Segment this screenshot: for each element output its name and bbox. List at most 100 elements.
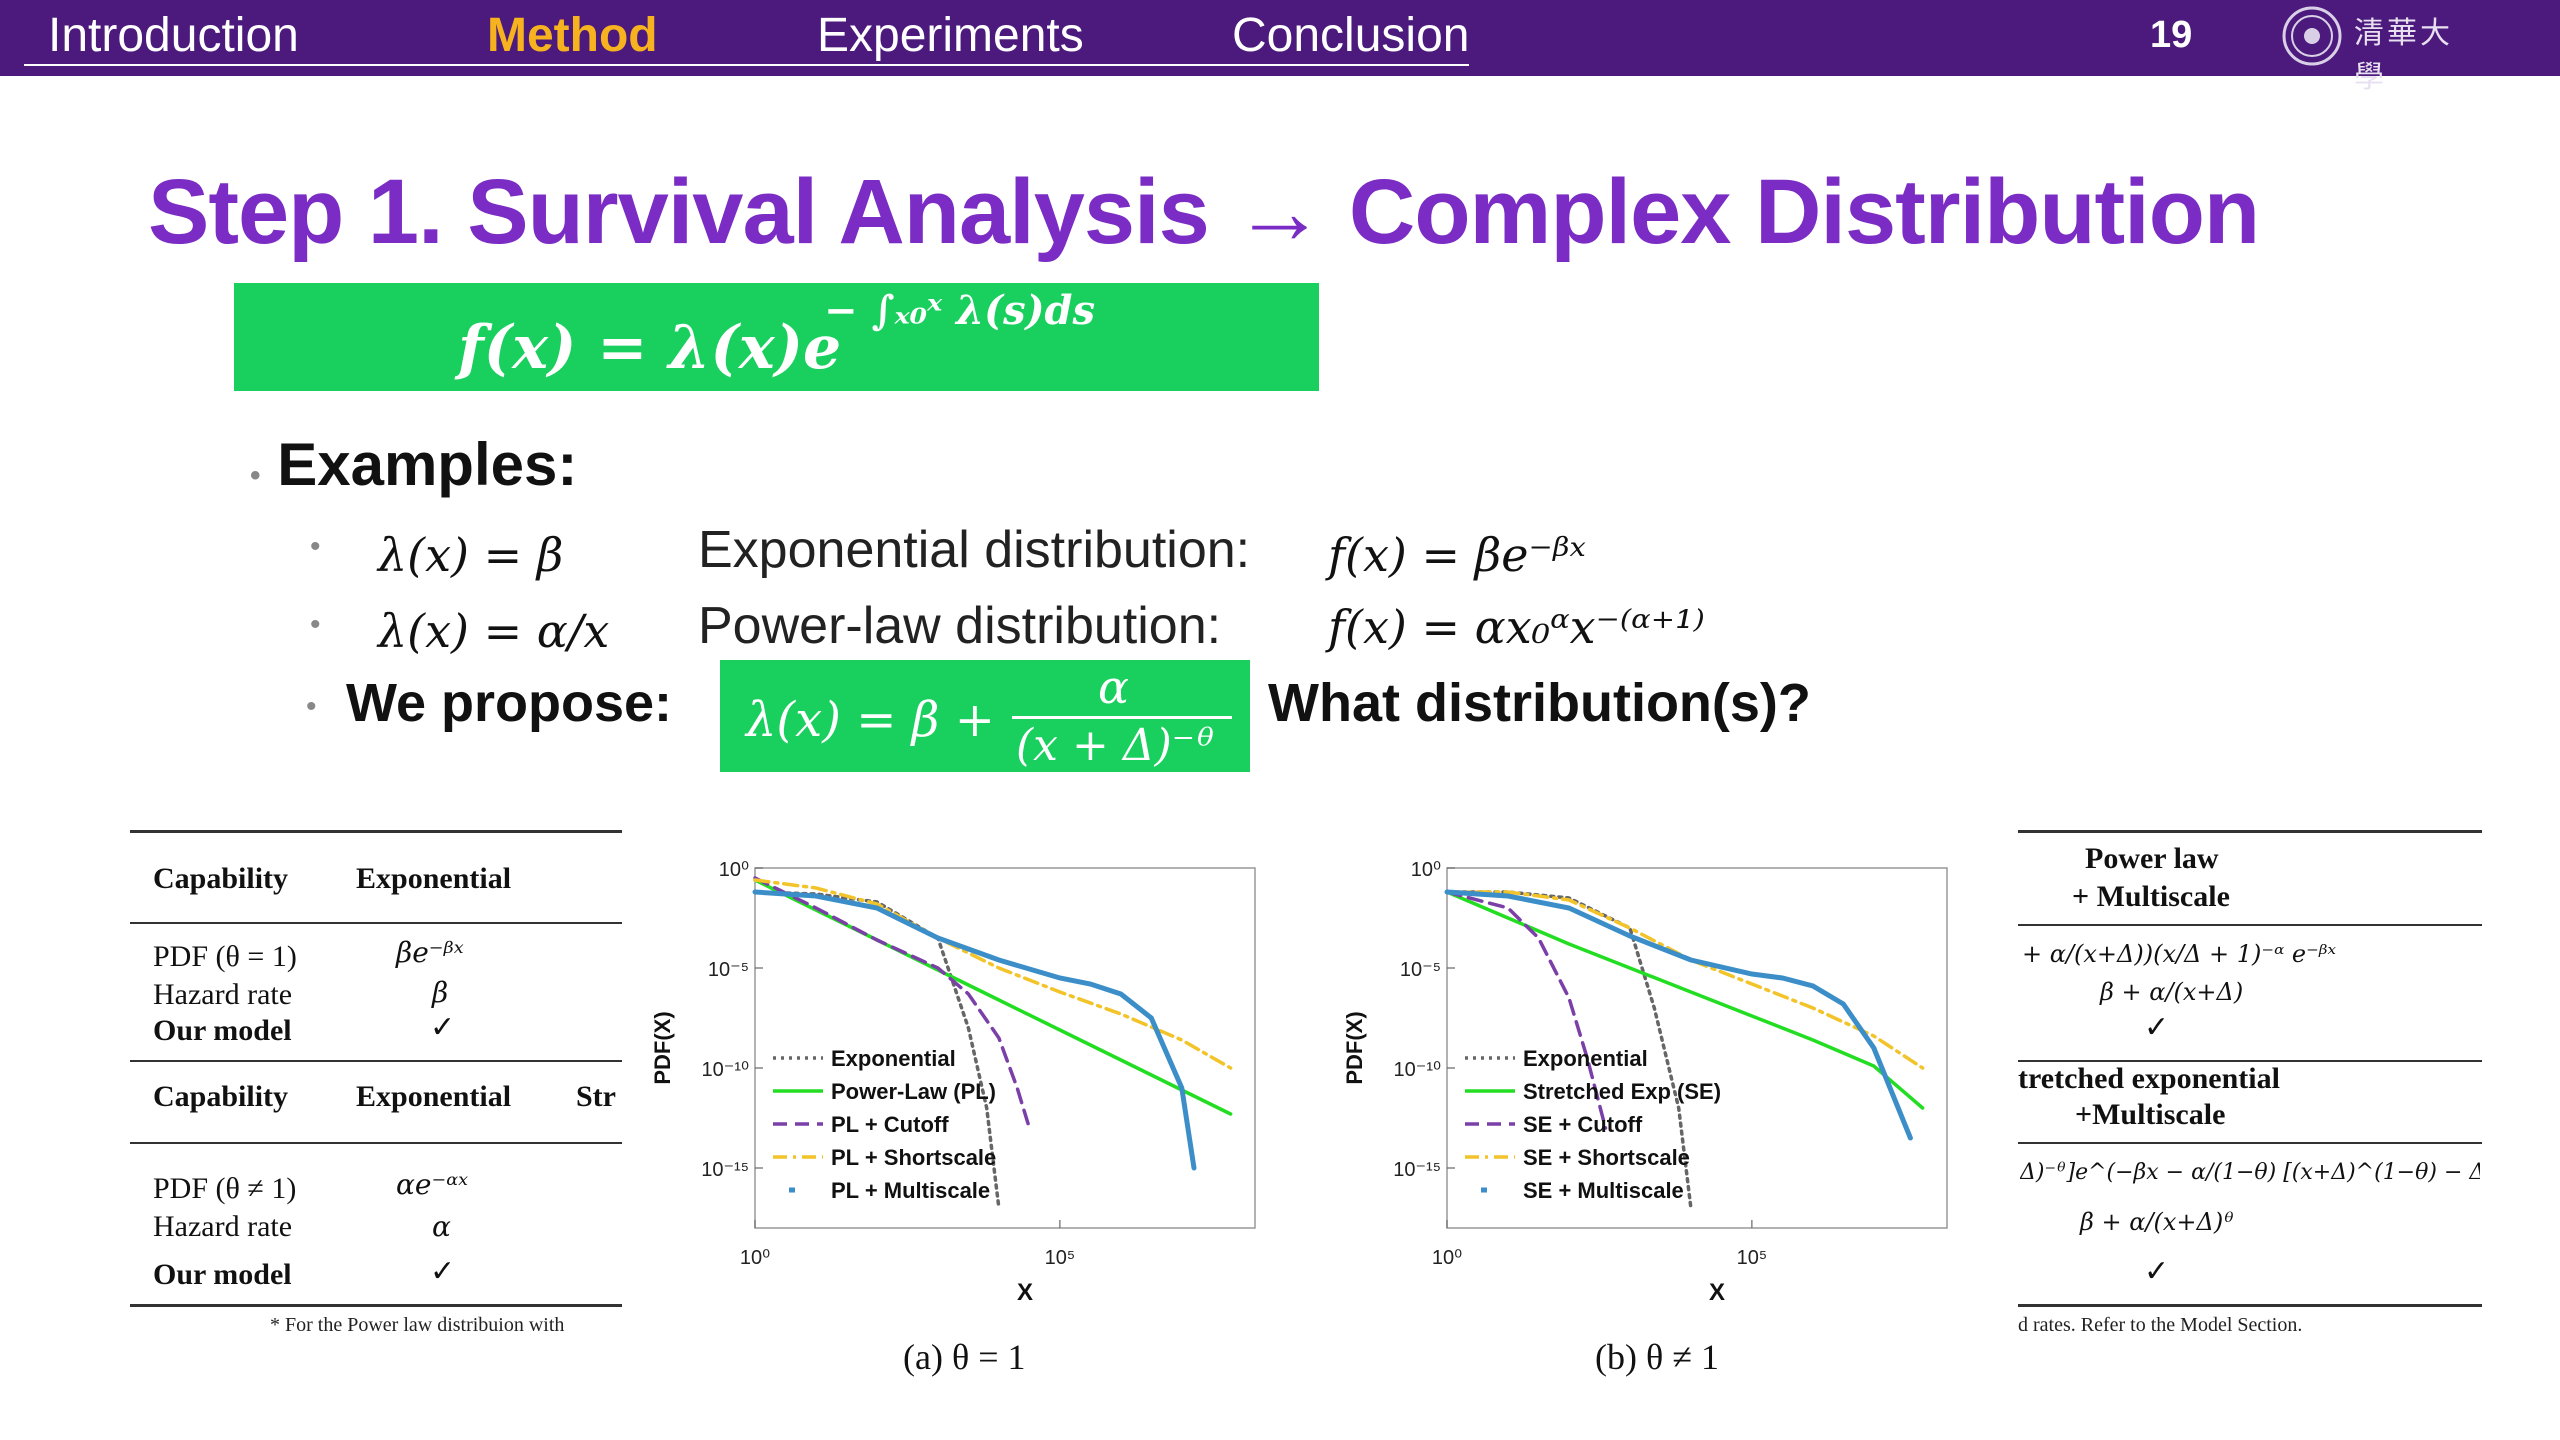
proposal-numerator: α (1098, 660, 1130, 714)
table-rule (2018, 1304, 2482, 1307)
main-formula: f(x) = λ(x)e (458, 313, 842, 383)
nav-conclusion[interactable]: Conclusion (1232, 9, 1470, 62)
x-tick-label: 10⁵ (1737, 1247, 1768, 1269)
table-cell: αe⁻ᵅˣ (396, 1168, 469, 1201)
y-tick-label: 10⁻⁵ (708, 959, 749, 981)
slide-title: Step 1. Survival Analysis → Complex Dist… (148, 161, 2260, 263)
table-cell: + α/(x+Δ))(x/Δ + 1)⁻ᵅ e⁻ᵝˣ (2022, 940, 2337, 968)
table-cell: PDF (θ = 1) (153, 940, 297, 973)
propose-label: We propose: (346, 673, 673, 733)
plot-theta-1: 10⁰ 10⁻⁵ 10⁻¹⁰ 10⁻¹⁵ 10⁰ 10⁵ X PDF(X) Exponentia… (650, 859, 1256, 1306)
examples-heading: • Examples: (250, 431, 578, 498)
table-rule (130, 1060, 622, 1062)
table-header-cell: + Multiscale (2072, 880, 2230, 913)
x-axis-label: X (1709, 1279, 1725, 1306)
table-header-cell: Capability (153, 862, 289, 895)
series-line (753, 876, 1032, 1130)
y-tick-label: 10⁻⁵ (1400, 959, 1441, 981)
table-header-cell: Exponential (356, 1080, 512, 1113)
legend-label: PL + Multiscale (831, 1178, 990, 1203)
x-tick-label: 10⁰ (740, 1247, 770, 1269)
bullet-icon: • (250, 459, 261, 492)
pdf-exponential: f(x) = βe⁻ᵝˣ (1328, 528, 1586, 582)
legend-label: SE + Multiscale (1523, 1178, 1684, 1203)
logo-text: 清華大學 (2354, 16, 2453, 95)
y-tick-label: 10⁻¹⁰ (1394, 1059, 1441, 1081)
hazard-exponential: λ(x) = β (378, 528, 564, 582)
table-rule (2018, 830, 2482, 833)
question-text: What distribution(s)? (1268, 673, 1811, 733)
plot-caption-a: (a) θ = 1 (903, 1337, 1026, 1377)
bullet-icon: • (310, 530, 321, 563)
table-cell: Hazard rate (153, 978, 293, 1011)
table-cell: β + α/(x+Δ)ᶿ (2080, 1208, 2235, 1236)
bullet-icon: • (306, 690, 317, 723)
university-logo: 清華大學 (2280, 2, 2460, 95)
legend-label: PL + Cutoff (831, 1112, 949, 1137)
table-header-cell: +Multiscale (2075, 1098, 2226, 1131)
table-rule (130, 1304, 622, 1307)
legend-label: Stretched Exp (SE) (1523, 1079, 1721, 1104)
nav-experiments[interactable]: Experiments (817, 9, 1084, 62)
y-tick-label: 10⁻¹⁰ (702, 1059, 749, 1081)
table-cell: Hazard rate (153, 1210, 293, 1243)
legend-label: Exponential (831, 1046, 956, 1071)
y-axis-label: PDF(X) (650, 1011, 675, 1084)
proposal-formula-box: λ(x) = β + α (x + Δ)⁻ᶿ (720, 660, 1250, 772)
table-cell: Δ)⁻ᶿ]e^(−βx − α/(1−θ) [(x+Δ)^(1−θ) − Δ^(… (2020, 1160, 2480, 1185)
pdf-powerlaw: f(x) = αx₀ᵅx⁻⁽ᵅ⁺¹⁾ (1328, 600, 1705, 654)
nav-introduction[interactable]: Introduction (48, 9, 299, 62)
x-axis-label: X (1017, 1279, 1033, 1306)
hazard-powerlaw: λ(x) = α/x (378, 604, 610, 658)
nav-underline (24, 64, 1469, 66)
y-axis-label: PDF(X) (1342, 1011, 1367, 1084)
table-header-cell: Str (576, 1080, 616, 1113)
table-footnote: * For the Power law distribuion with (270, 1314, 565, 1336)
check-icon: ✓ (430, 1255, 456, 1288)
table-header-cell: Capability (153, 1080, 289, 1113)
legend-label: Power-Law (PL) (831, 1079, 996, 1104)
table-header-cell: tretched exponential (2018, 1062, 2280, 1095)
x-tick-label: 10⁵ (1045, 1247, 1076, 1269)
example-row-propose: • (306, 690, 317, 724)
example-row-powerlaw: • (310, 608, 321, 642)
check-icon: ✓ (2144, 1011, 2170, 1044)
table-cell: Our model (153, 1014, 292, 1047)
series-line (1445, 890, 1693, 1210)
table-cell: β + α/(x+Δ) (2100, 978, 2244, 1006)
table-rule (130, 1142, 622, 1144)
plot-theta-not-1: 10⁰ 10⁻⁵ 10⁻¹⁰ 10⁻¹⁵ 10⁰ 10⁵ X PDF(X) Exponentia… (1342, 859, 1948, 1306)
seal-icon (2282, 6, 2342, 66)
table-cell: βe⁻ᵝˣ (396, 936, 464, 969)
check-icon: ✓ (430, 1011, 456, 1044)
nav-method[interactable]: Method (487, 9, 658, 62)
table-rule (2018, 1142, 2482, 1144)
legend-label: SE + Shortscale (1523, 1145, 1690, 1170)
table-rule (130, 922, 622, 924)
table-cell: β (432, 976, 449, 1009)
bullet-icon: • (310, 608, 321, 641)
series-line (753, 878, 1233, 1070)
plot-caption-b: (b) θ ≠ 1 (1595, 1337, 1719, 1377)
dist-name-powerlaw: Power-law distribution: (698, 597, 1222, 655)
proposal-lhs: λ(x) = β + (746, 692, 995, 748)
legend-label: Exponential (1523, 1046, 1648, 1071)
y-tick-label: 10⁻¹⁵ (701, 1159, 749, 1181)
main-formula-exponent: − ∫ₓ₀ˣ λ(s)ds (824, 287, 1095, 334)
table-rule (2018, 1060, 2482, 1062)
y-tick-label: 10⁰ (1411, 859, 1441, 881)
proposal-denominator: (x + Δ)⁻ᶿ (1016, 720, 1216, 771)
main-formula-box: f(x) = λ(x)e − ∫ₓ₀ˣ λ(s)ds (234, 283, 1319, 391)
series-line (1445, 890, 1608, 1130)
legend-label: PL + Shortscale (831, 1145, 996, 1170)
series-line (1445, 890, 1925, 1070)
table-rule (130, 830, 622, 833)
series-line (752, 889, 1197, 1171)
page-number: 19 (2150, 14, 2193, 56)
table-cell: α (432, 1210, 451, 1243)
example-row-exponential: • (310, 530, 321, 564)
dist-name-exponential: Exponential distribution: (698, 521, 1251, 579)
x-tick-label: 10⁰ (1432, 1247, 1462, 1269)
check-icon: ✓ (2144, 1255, 2170, 1288)
table-header-cell: Power law (2085, 842, 2219, 875)
